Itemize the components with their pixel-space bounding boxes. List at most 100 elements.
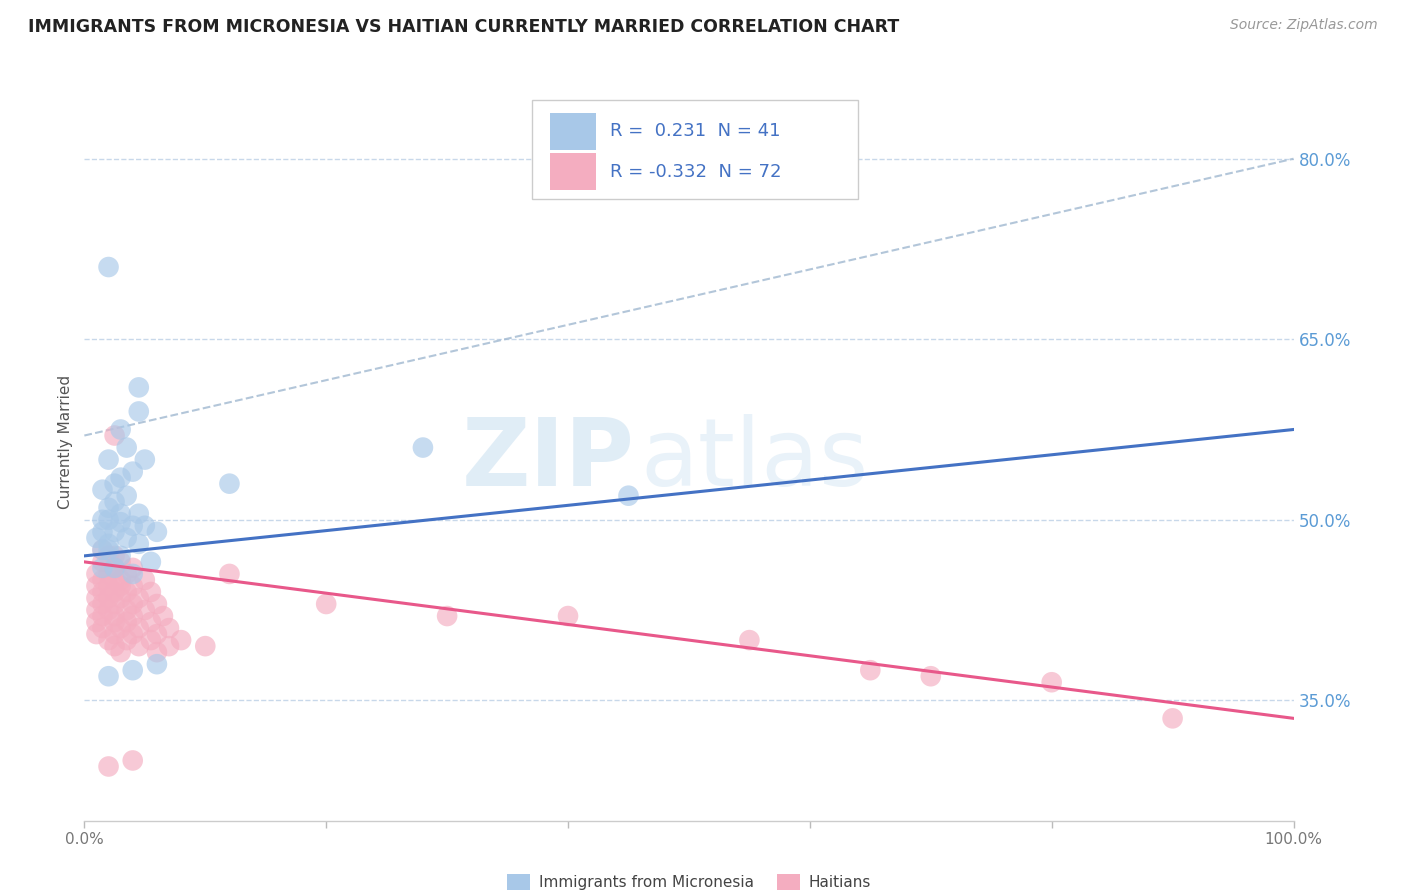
Point: [146, 524, 169, 539]
Point: [134, 603, 156, 617]
Point: [97, 579, 120, 593]
Point: [436, 609, 458, 624]
Point: [91, 542, 114, 557]
Point: [115, 489, 138, 503]
Point: [110, 507, 132, 521]
Point: [738, 633, 761, 648]
Text: Source: ZipAtlas.com: Source: ZipAtlas.com: [1230, 18, 1378, 32]
Point: [110, 621, 132, 635]
Point: [110, 579, 132, 593]
Point: [97, 549, 120, 563]
Text: IMMIGRANTS FROM MICRONESIA VS HAITIAN CURRENTLY MARRIED CORRELATION CHART: IMMIGRANTS FROM MICRONESIA VS HAITIAN CU…: [28, 18, 900, 36]
Point: [115, 633, 138, 648]
Text: R = -0.332  N = 72: R = -0.332 N = 72: [610, 162, 782, 180]
Point: [557, 609, 579, 624]
Point: [110, 573, 132, 587]
Text: atlas: atlas: [641, 415, 869, 507]
Point: [91, 483, 114, 497]
Point: [617, 489, 640, 503]
Point: [104, 573, 127, 587]
Point: [139, 555, 162, 569]
Point: [128, 639, 150, 653]
Point: [194, 639, 217, 653]
Point: [121, 627, 143, 641]
Point: [121, 566, 143, 581]
Point: [134, 518, 156, 533]
Point: [86, 603, 108, 617]
Point: [104, 615, 127, 629]
Point: [121, 609, 143, 624]
Point: [121, 663, 143, 677]
Point: [170, 633, 193, 648]
Point: [91, 513, 114, 527]
Point: [157, 621, 180, 635]
Point: [104, 609, 127, 624]
Point: [91, 573, 114, 587]
Point: [86, 579, 108, 593]
Point: [110, 515, 132, 529]
Point: [146, 627, 169, 641]
Point: [121, 754, 143, 768]
Point: [139, 633, 162, 648]
Point: [121, 518, 143, 533]
Point: [86, 627, 108, 641]
Point: [97, 633, 120, 648]
Bar: [550, 153, 596, 190]
Point: [115, 531, 138, 545]
Point: [218, 566, 240, 581]
Point: [152, 609, 174, 624]
Legend: Immigrants from Micronesia, Haitians: Immigrants from Micronesia, Haitians: [501, 868, 877, 892]
Point: [128, 404, 150, 418]
Point: [104, 476, 127, 491]
Point: [97, 500, 120, 515]
Point: [134, 573, 156, 587]
Point: [104, 494, 127, 508]
Point: [110, 470, 132, 484]
Point: [110, 423, 132, 437]
Point: [1040, 675, 1063, 690]
Bar: [531, 100, 858, 199]
Point: [104, 561, 127, 575]
Point: [121, 579, 143, 593]
Point: [97, 260, 120, 274]
Point: [97, 566, 120, 581]
Point: [91, 524, 114, 539]
Point: [128, 507, 150, 521]
Point: [121, 465, 143, 479]
Point: [146, 597, 169, 611]
Point: [104, 428, 127, 442]
Point: [110, 591, 132, 605]
Point: [859, 663, 882, 677]
Point: [104, 561, 127, 575]
Point: [91, 561, 114, 575]
Point: [104, 639, 127, 653]
Point: [104, 597, 127, 611]
Point: [91, 542, 114, 557]
Y-axis label: Currently Married: Currently Married: [58, 375, 73, 508]
Point: [315, 597, 337, 611]
Point: [920, 669, 942, 683]
Point: [110, 555, 132, 569]
Point: [86, 566, 108, 581]
Point: [128, 591, 150, 605]
Text: R =  0.231  N = 41: R = 0.231 N = 41: [610, 122, 780, 140]
Point: [97, 537, 120, 551]
Point: [115, 585, 138, 599]
Point: [91, 621, 114, 635]
Point: [146, 657, 169, 672]
Point: [97, 669, 120, 683]
Point: [157, 639, 180, 653]
Point: [104, 549, 127, 563]
Bar: [550, 113, 596, 150]
Point: [121, 561, 143, 575]
Point: [115, 566, 138, 581]
Point: [115, 615, 138, 629]
Point: [97, 591, 120, 605]
Point: [115, 441, 138, 455]
Point: [146, 645, 169, 659]
Point: [86, 591, 108, 605]
Point: [97, 603, 120, 617]
Point: [134, 452, 156, 467]
Point: [128, 537, 150, 551]
Point: [218, 476, 240, 491]
